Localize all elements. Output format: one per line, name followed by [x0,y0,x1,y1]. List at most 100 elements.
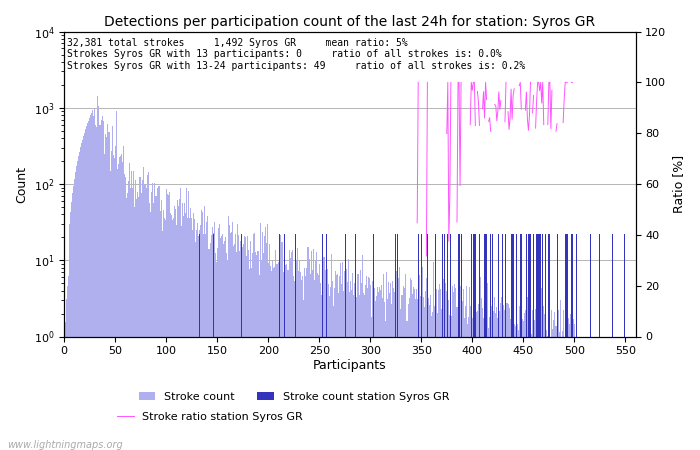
Bar [505,234,507,450]
Bar [88,121,89,450]
Bar [530,334,531,450]
Bar [436,289,437,450]
Bar [151,192,153,450]
Bar [204,206,205,450]
Bar [232,222,233,450]
Bar [373,234,374,450]
Bar [595,337,596,450]
Bar [599,337,601,450]
Bar [570,312,572,450]
Line: Stroke ratio station Syros GR: Stroke ratio station Syros GR [199,82,634,310]
Bar [378,292,379,450]
Bar [193,213,194,450]
Bar [497,318,498,450]
Bar [325,270,326,450]
Bar [475,234,476,450]
Bar [489,317,490,450]
Bar [302,276,303,450]
Bar [543,306,545,450]
Bar [615,337,616,450]
Bar [528,297,529,450]
Bar [627,337,628,450]
Bar [77,161,78,450]
Bar [492,234,493,450]
Bar [289,250,290,450]
Bar [242,248,243,450]
Bar [538,234,539,450]
Bar [437,313,438,450]
Bar [113,158,115,450]
Bar [556,234,557,450]
Bar [277,264,278,450]
Bar [450,302,452,450]
Bar [535,309,536,450]
Bar [594,337,595,450]
Bar [227,261,228,450]
Bar [228,216,229,450]
Bar [218,224,220,450]
Bar [262,253,264,450]
Bar [249,269,251,450]
Bar [623,337,624,450]
Bar [84,133,85,450]
Bar [479,234,480,450]
Bar [407,304,409,450]
Bar [288,270,289,450]
Bar [376,296,377,450]
Bar [174,206,175,450]
Bar [481,298,482,450]
Bar [253,234,254,450]
Bar [485,234,486,450]
Bar [520,234,521,450]
Bar [284,234,285,450]
Bar [563,310,564,450]
Bar [474,298,475,450]
Bar [589,337,590,450]
Bar [421,234,422,450]
Bar [428,298,429,450]
Bar [354,283,356,450]
Bar [126,198,127,450]
Bar [122,146,124,450]
Bar [99,126,100,450]
Bar [235,234,236,450]
Bar [351,290,352,450]
Bar [414,299,416,450]
Bar [207,216,209,450]
Bar [186,188,187,450]
Bar [283,272,284,450]
Bar [326,234,327,450]
Bar [128,181,129,450]
Bar [606,337,608,450]
Bar [69,225,70,450]
Bar [505,291,507,450]
Bar [432,312,433,450]
Bar [498,234,499,450]
Bar [496,306,497,450]
Bar [411,280,412,450]
Bar [236,252,237,450]
Bar [294,281,295,450]
Bar [314,261,316,450]
Bar [516,234,517,450]
Bar [352,273,354,450]
Bar [427,314,428,450]
Legend: Stroke count, Stroke count station Syros GR: Stroke count, Stroke count station Syros… [134,387,454,406]
Bar [155,196,156,450]
Bar [630,337,631,450]
Bar [111,126,113,450]
Bar [401,295,402,450]
Bar [620,337,621,450]
Bar [120,154,122,450]
Bar [214,222,215,450]
Bar [526,234,527,450]
Bar [281,242,282,450]
Bar [568,318,569,450]
Bar [244,236,245,450]
Bar [393,288,394,450]
Bar [98,106,99,450]
Bar [115,146,116,450]
Bar [429,306,430,450]
Bar [148,172,149,450]
Bar [76,166,77,450]
